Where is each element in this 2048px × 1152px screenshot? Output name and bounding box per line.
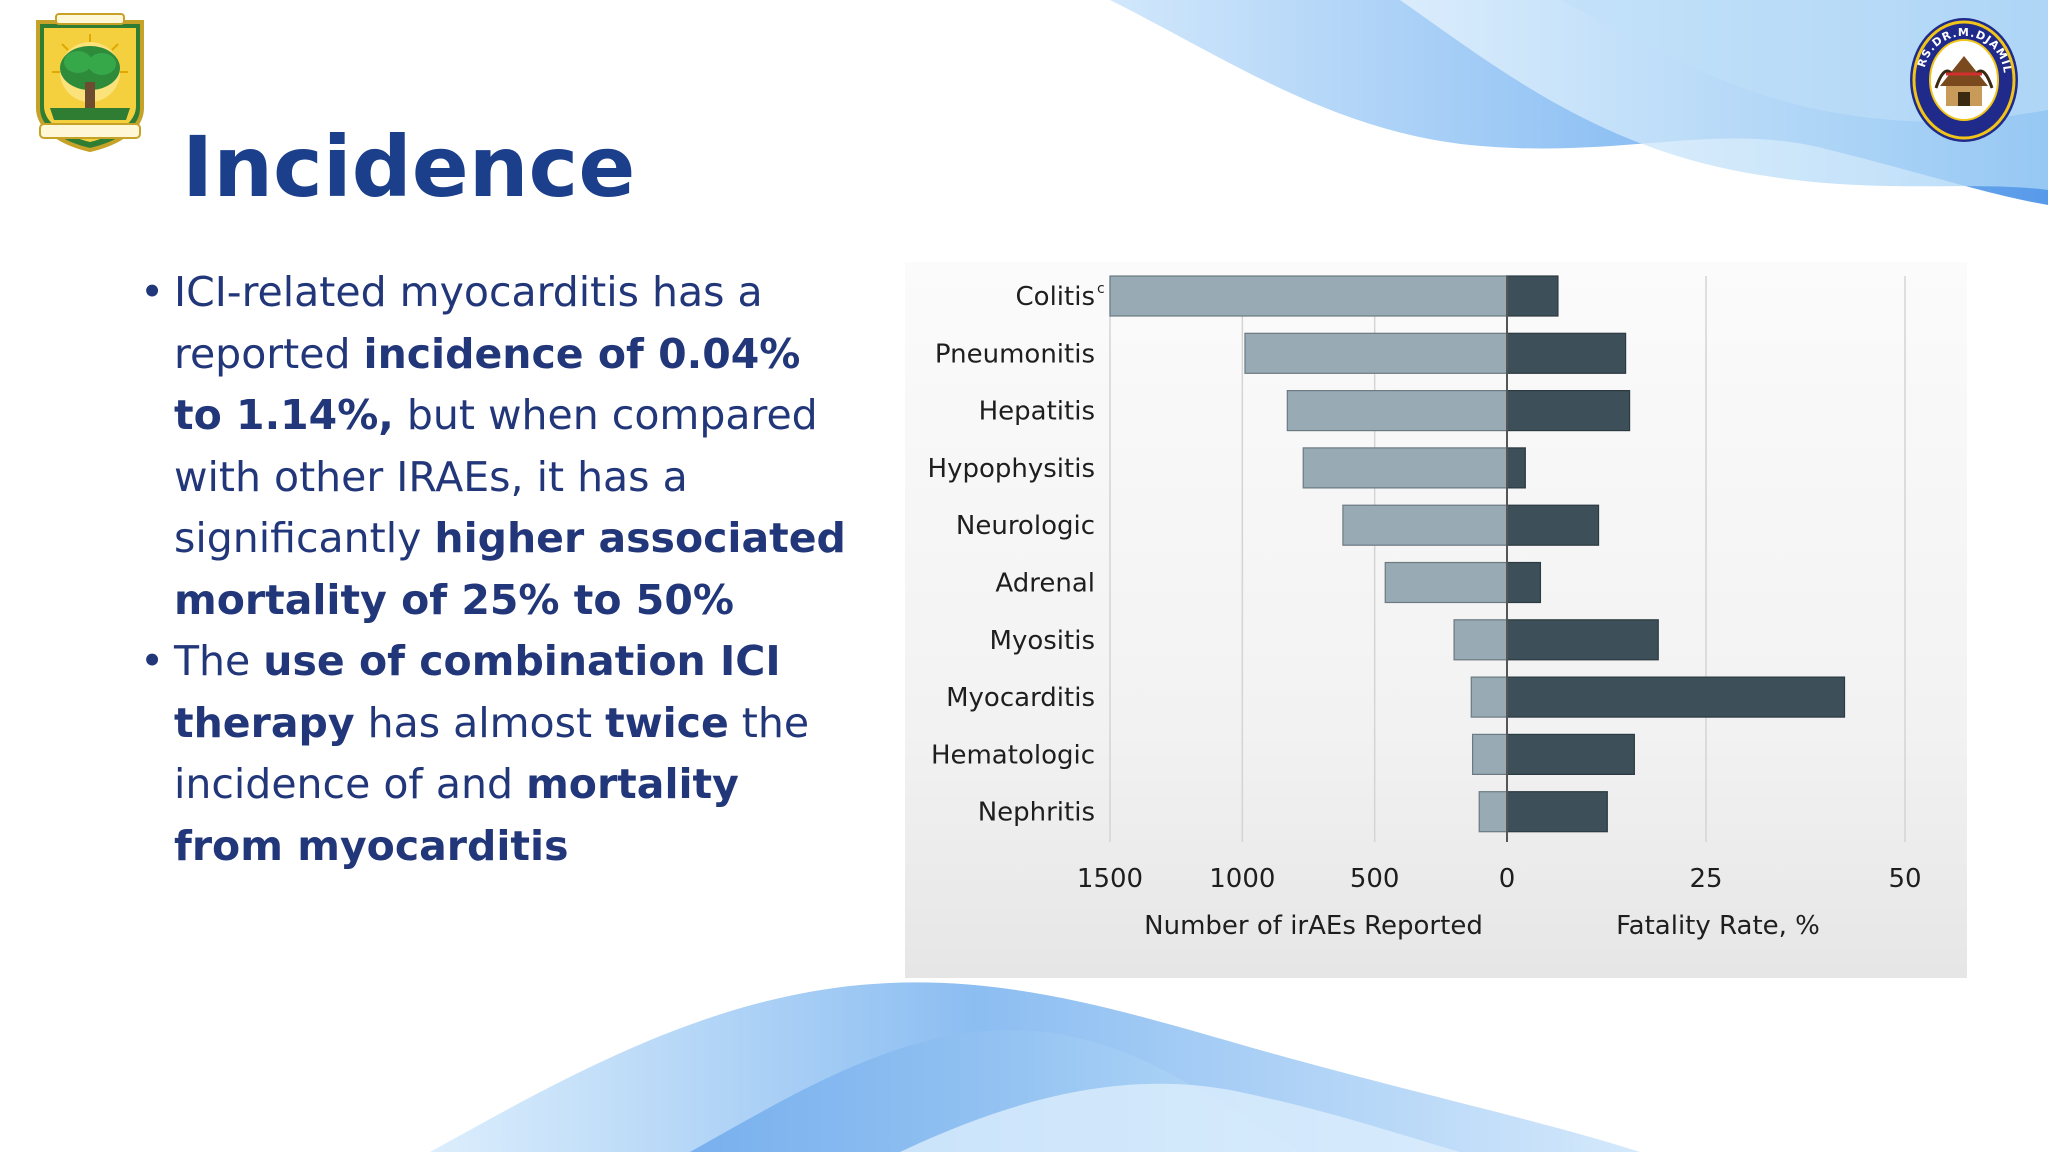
category-label-hypophysitis: Hypophysitis [928, 454, 1095, 484]
category-label-myocarditis: Myocarditis [946, 683, 1095, 713]
bar-count-myocarditis [1470, 676, 1508, 718]
bar-fatality-pneumonitis [1506, 332, 1627, 374]
bar-fatality-neurologic [1506, 504, 1600, 546]
category-label-hepatitis: Hepatitis [979, 397, 1095, 427]
tick-label-fatality-25: 25 [1689, 864, 1722, 894]
bar-fatality-colitis [1506, 275, 1559, 317]
bar-count-hypophysitis [1302, 447, 1508, 489]
category-label-neurologic: Neurologic [956, 511, 1095, 541]
bullet-2-segment-3: has almost [354, 698, 606, 747]
bar-count-pneumonitis [1244, 332, 1508, 374]
regional-emblem-logo [36, 13, 144, 152]
bullet-list: • ICI-related myocarditis has a reported… [130, 262, 850, 877]
bar-fatality-nephritis [1506, 791, 1608, 833]
category-label-hematologic: Hematologic [931, 740, 1095, 770]
bar-fatality-myositis [1506, 619, 1659, 661]
bar-count-hematologic [1471, 733, 1508, 775]
bar-fatality-hematologic [1506, 733, 1635, 775]
bullet-dot-icon: • [140, 268, 165, 316]
bar-fatality-myocarditis [1506, 676, 1846, 718]
bullet-1-segment-4: higher associated mortality of 25% to 50… [174, 514, 846, 624]
bullet-2-segment-6: mortality from myocarditis [174, 760, 739, 870]
tick-label-count-500: 500 [1350, 864, 1400, 894]
irae-chart-panel: Colitis c Pneumonitis Hepatitis Hypophysitis… [905, 262, 1967, 978]
hospital-seal-logo: RS.DR.M.DJAMIL PADANG [1910, 18, 2018, 142]
category-label-nephritis: Nephritis [978, 798, 1095, 828]
bullet-2-segment-2: use of combination ICI therapy [174, 637, 781, 747]
slide-title: Incidence [182, 118, 636, 216]
irae-diverging-bar-chart: Colitis c Pneumonitis Hepatitis Hypophysitis… [928, 275, 1922, 941]
bullet-dot-icon: • [140, 637, 165, 685]
bullet-1-segment-2: incidence of 0.04% to 1.14%, [174, 329, 801, 440]
tick-label-fatality-50: 50 [1888, 864, 1921, 894]
bar-fatality-adrenal [1506, 561, 1542, 604]
bullet-2-segment-4: twice [605, 698, 729, 747]
tick-label-count-1500: 1500 [1077, 864, 1143, 894]
bullet-item-myocarditis-incidence: • ICI-related myocarditis has a reported… [130, 262, 850, 631]
bar-fatality-hepatitis [1506, 390, 1631, 432]
bullet-1-segment-1: ICI-related myocarditis has a reported [174, 268, 763, 378]
bullet-1-segment-3: but when compared with other IRAEs, it h… [174, 391, 818, 562]
bullet-item-combination-therapy: • The use of combination ICI therapy has… [130, 631, 850, 877]
category-superscript-colitis: c [1097, 281, 1105, 297]
category-label-adrenal: Adrenal [995, 569, 1095, 599]
bar-count-nephritis [1478, 791, 1508, 833]
x-axis-label-fatality: Fatality Rate, % [1616, 911, 1820, 941]
bar-count-adrenal [1384, 561, 1508, 604]
bar-count-hepatitis [1286, 390, 1508, 432]
category-label-pneumonitis: Pneumonitis [935, 339, 1095, 369]
tick-label-fatality-0: 0 [1499, 864, 1516, 894]
bullet-2-segment-5: the incidence of and [174, 698, 810, 809]
x-axis-label-count: Number of irAEs Reported [1144, 911, 1483, 941]
tick-label-count-1000: 1000 [1209, 864, 1275, 894]
bar-fatality-hypophysitis [1506, 447, 1526, 489]
category-label-colitis: Colitis [1016, 282, 1095, 312]
bar-count-colitis [1109, 275, 1508, 317]
bullet-2-segment-1: The [174, 637, 264, 685]
bar-count-neurologic [1342, 504, 1508, 546]
category-label-myositis: Myositis [990, 626, 1095, 656]
bar-count-myositis [1453, 619, 1508, 661]
